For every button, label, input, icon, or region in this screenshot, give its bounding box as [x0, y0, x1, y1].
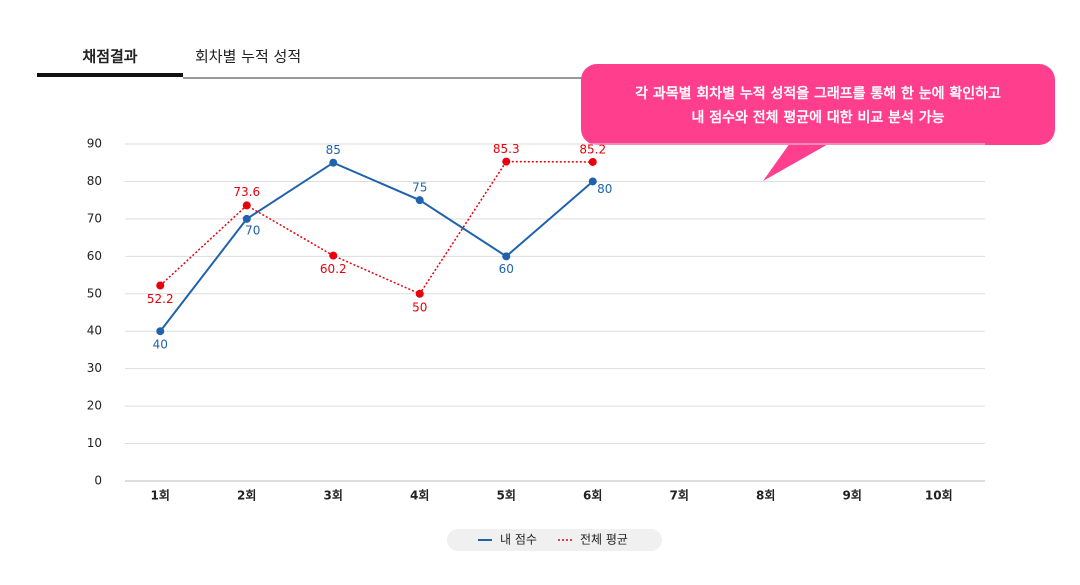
series-line — [159, 161, 594, 332]
y-tick-label: 20 — [87, 399, 102, 413]
data-label: 52.2 — [147, 292, 174, 306]
data-point — [156, 281, 165, 290]
data-point — [588, 177, 597, 186]
data-label: 80 — [597, 182, 612, 196]
y-tick-label: 90 — [87, 137, 102, 151]
x-tick-label: 6회 — [583, 488, 602, 503]
legend-label: 전체 평균 — [580, 533, 628, 547]
x-tick-label: 2회 — [237, 488, 256, 503]
data-point — [502, 157, 511, 166]
legend-label: 내 점수 — [500, 533, 537, 547]
x-tick-label: 3회 — [324, 488, 343, 503]
callout-box — [581, 64, 1055, 145]
callout: 각 과목별 회차별 누적 성적을 그래프를 통해 한 눈에 확인하고 내 점수와… — [581, 64, 1055, 181]
y-tick-label: 80 — [87, 174, 102, 188]
tab-label[interactable]: 채점결과 — [82, 48, 137, 66]
data-label: 73.6 — [233, 185, 260, 199]
data-label: 70 — [245, 223, 260, 237]
x-tick-label: 8회 — [756, 488, 775, 503]
x-tick-label: 9회 — [843, 488, 862, 503]
data-label: 40 — [153, 338, 168, 352]
chart-title: 회차별 누적 성적 — [195, 48, 301, 66]
data-point — [242, 214, 251, 223]
tab-underline — [37, 73, 183, 77]
callout-text: 각 과목별 회차별 누적 성적을 그래프를 통해 한 눈에 확인하고 — [635, 85, 1001, 102]
data-label: 60.2 — [320, 262, 347, 276]
y-tick-label: 40 — [87, 324, 102, 338]
data-label: 50 — [412, 300, 427, 314]
data-point — [588, 157, 597, 166]
data-point — [329, 158, 338, 167]
data-point — [415, 289, 424, 298]
y-tick-label: 10 — [87, 436, 102, 450]
y-tick-label: 60 — [87, 249, 102, 263]
data-label: 75 — [412, 181, 427, 195]
y-tick-label: 0 — [94, 474, 102, 488]
x-tick-label: 1회 — [151, 488, 170, 503]
data-point — [415, 196, 424, 205]
data-label: 85.3 — [493, 142, 520, 156]
data-label: 85 — [326, 143, 341, 157]
data-point — [242, 201, 251, 210]
x-tick-label: 4회 — [410, 488, 429, 503]
y-tick-label: 30 — [87, 361, 102, 375]
y-tick-label: 50 — [87, 286, 102, 300]
data-label: 85.2 — [579, 142, 606, 156]
y-tick-label: 70 — [87, 211, 102, 225]
callout-text: 내 점수와 전체 평균에 대한 비교 분석 가능 — [691, 109, 944, 126]
legend-box — [447, 529, 662, 551]
data-point — [156, 327, 165, 336]
x-tick-label: 7회 — [670, 488, 689, 503]
series-line — [159, 160, 593, 295]
x-tick-label: 5회 — [497, 488, 516, 503]
callout-tail — [763, 143, 830, 181]
data-label: 60 — [499, 262, 514, 276]
data-point — [329, 251, 338, 260]
data-point — [502, 252, 511, 261]
x-tick-label: 10회 — [925, 488, 953, 503]
